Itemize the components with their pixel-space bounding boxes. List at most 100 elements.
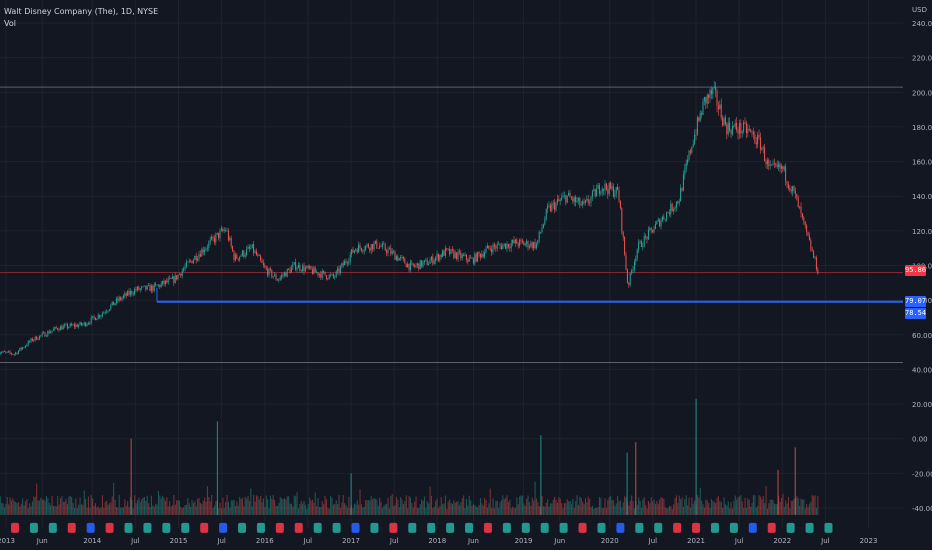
volume-bar <box>264 506 266 515</box>
candle-body <box>85 322 87 326</box>
volume-bar <box>17 502 20 515</box>
candle-body <box>38 335 40 340</box>
last-price-tag: 95.86 <box>905 265 927 276</box>
candle-body <box>454 252 456 258</box>
candle-body <box>94 317 96 321</box>
candle-body <box>682 174 684 191</box>
candle-body <box>514 239 516 244</box>
volume-bar <box>82 504 84 515</box>
candle-body <box>794 191 796 194</box>
volume-bar <box>86 507 88 515</box>
volume-spike-bar <box>216 421 219 515</box>
volume-bar <box>215 501 217 515</box>
y-tick-label: 20.00 <box>912 401 932 409</box>
volume-bar <box>107 504 109 515</box>
candle-body <box>428 263 430 266</box>
volume-bar <box>472 503 475 515</box>
volume-bar <box>484 497 486 515</box>
volume-bar <box>633 508 636 515</box>
volume-bar <box>468 495 470 515</box>
candle-body <box>76 324 78 327</box>
volume-bar <box>743 507 745 515</box>
volume-bar <box>135 503 137 515</box>
volume-bar <box>510 508 512 515</box>
candle-body <box>699 113 701 121</box>
candle-body <box>332 274 334 278</box>
volume-bar <box>297 508 300 515</box>
earnings-event-icon <box>294 522 303 533</box>
volume-bar <box>598 496 601 515</box>
candle-body <box>604 183 606 191</box>
volume-bar <box>646 508 648 515</box>
candle-body <box>418 263 420 270</box>
candle-body <box>213 238 215 243</box>
candle-body <box>482 254 484 257</box>
time-axis[interactable]: 2013 Jun 2014 Jul 2015 Jul 2016 Jul 2017 Jul 2018 J… <box>0 537 877 545</box>
candle-body <box>776 165 778 168</box>
candle-body <box>153 283 155 291</box>
earnings-event-icon <box>124 522 133 533</box>
candle-body <box>538 232 540 240</box>
volume-bar <box>485 500 487 515</box>
earnings-event-icon <box>673 522 682 533</box>
candle-body <box>314 267 316 273</box>
candle-body <box>752 132 754 135</box>
candle-body <box>612 186 614 197</box>
volume-bar <box>3 507 6 515</box>
volume-bar <box>755 507 757 515</box>
volume-bar <box>701 500 703 515</box>
volume-bar <box>694 500 696 515</box>
volume-bar <box>611 499 613 515</box>
candle-body <box>127 291 129 296</box>
volume-indicator-label[interactable]: Vol <box>4 19 16 28</box>
support-price-tag-low: 78.54 <box>905 308 927 319</box>
candle-body <box>435 257 437 261</box>
volume-bar <box>514 507 517 515</box>
candle-body <box>104 312 106 313</box>
volume-bar <box>639 500 641 515</box>
candle-body <box>618 190 620 201</box>
volume-bar <box>376 499 378 515</box>
candle-body <box>289 269 291 273</box>
candle-body <box>279 277 281 280</box>
price-axis[interactable]: 240.00 220.00 200.00 180.00 160.00 140.00 120.… <box>912 6 932 513</box>
candle-body <box>611 186 613 189</box>
volume-bar <box>428 503 430 515</box>
candle-body <box>241 250 243 256</box>
candle-body <box>114 303 116 306</box>
volume-bar <box>150 495 153 515</box>
x-tick-label: 2015 <box>170 537 188 545</box>
volume-bar <box>379 497 381 515</box>
candle-body <box>747 128 749 133</box>
earnings-event-icon <box>86 522 95 533</box>
y-tick-label: 180.00 <box>912 124 932 132</box>
candle-body <box>391 251 393 254</box>
candle-body <box>292 264 294 268</box>
volume-bar <box>360 504 363 515</box>
volume-bar <box>625 497 627 515</box>
volume-bar <box>776 504 778 515</box>
candle-body <box>355 249 357 251</box>
volume-bar <box>731 508 734 515</box>
volume-bar <box>792 500 794 515</box>
candle-body <box>730 130 732 135</box>
volume-bar <box>724 504 727 515</box>
candle-body <box>442 250 444 257</box>
volume-bar <box>681 497 683 515</box>
candle-body <box>423 260 425 263</box>
volume-bar <box>653 499 655 515</box>
candle-body <box>111 301 113 306</box>
symbol-title[interactable]: Walt Disney Company (The), 1D, NYSE <box>4 7 159 16</box>
candle-body <box>216 232 218 235</box>
candle-body <box>41 333 43 336</box>
candle-body <box>580 204 582 206</box>
candle-body <box>647 229 649 240</box>
volume-bar <box>803 499 805 515</box>
volume-bar <box>129 497 132 515</box>
candle-body <box>383 243 385 245</box>
candle-body <box>304 267 306 272</box>
candle-body <box>122 295 124 298</box>
volume-bar <box>289 503 291 515</box>
candle-body <box>722 118 724 126</box>
candle-body <box>583 201 585 204</box>
